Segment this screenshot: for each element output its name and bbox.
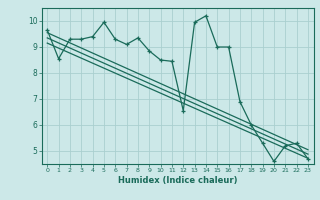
X-axis label: Humidex (Indice chaleur): Humidex (Indice chaleur) (118, 176, 237, 185)
